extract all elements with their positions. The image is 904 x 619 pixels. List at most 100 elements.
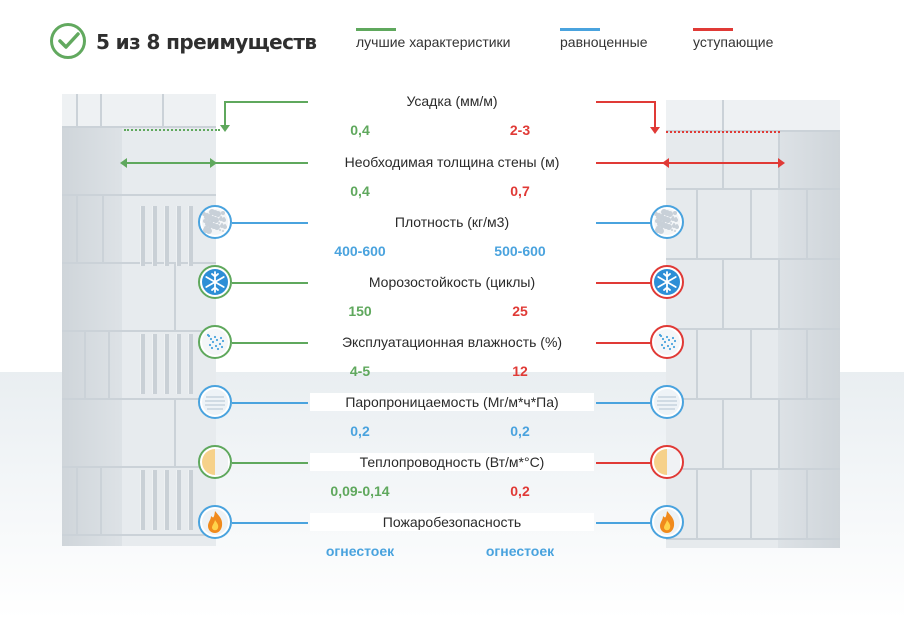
brick-joint: [722, 130, 724, 188]
arrow-right-icon: [210, 158, 217, 168]
moisture-icon: [650, 325, 684, 359]
thermal-icon: [650, 445, 684, 479]
left-connector-line: [224, 101, 308, 103]
vapor-icon: [650, 385, 684, 419]
block-joint: [100, 466, 102, 534]
grip-slot: [188, 334, 193, 394]
property-label: Плотность (кг/м3): [310, 213, 594, 231]
arrow-right-icon: [778, 158, 785, 168]
brick-joint: [666, 468, 840, 470]
brick-joint: [696, 468, 698, 538]
left-value: 0,4: [350, 183, 370, 199]
block-joint: [174, 262, 176, 330]
brick-joint: [778, 258, 780, 328]
grip-slot: [176, 470, 181, 530]
property-label: Морозостойкость (циклы): [310, 273, 594, 291]
legend-better-label: лучшие характеристики: [356, 34, 511, 50]
check-badge-icon: [50, 23, 86, 59]
arrow-down-icon: [220, 125, 230, 132]
brick-joint: [750, 328, 752, 398]
brick-joint: [666, 188, 840, 190]
arrow-down-icon: [650, 127, 660, 134]
brick-joint: [696, 328, 698, 398]
right-value: 500-600: [494, 243, 546, 259]
density-icon: [198, 205, 232, 239]
brick-joint: [722, 258, 724, 328]
aerated-block-wall: [62, 94, 216, 546]
block-joint: [62, 126, 216, 128]
legend-worse-swatch: [693, 28, 733, 31]
grip-slot: [164, 334, 169, 394]
left-connector-line: [232, 462, 308, 464]
left-value: 4-5: [349, 363, 371, 379]
legend-worse-label: уступающие: [693, 34, 774, 50]
block-joint: [62, 262, 216, 264]
grip-slot: [176, 334, 181, 394]
left-connector-line: [232, 222, 308, 224]
block-joint: [62, 534, 216, 536]
grip-slot: [140, 470, 145, 530]
block-joint: [84, 330, 86, 398]
right-thickness-line: [596, 162, 780, 164]
vapor-icon: [198, 385, 232, 419]
arrow-left-icon: [120, 158, 127, 168]
grip-slot: [188, 206, 193, 266]
block-joint: [108, 330, 110, 398]
moisture-icon: [198, 325, 232, 359]
shrinkage-mark-right: [666, 131, 780, 133]
right-value: 25: [512, 303, 528, 319]
left-value: 0,09-0,14: [330, 483, 390, 499]
block-joint: [62, 330, 216, 332]
brick-joint: [722, 100, 724, 130]
left-connector-line: [232, 342, 308, 344]
page-title: 5 из 8 преимуществ: [96, 30, 317, 54]
wall-top-face: [62, 94, 216, 126]
block-joint: [76, 94, 78, 126]
wall-side-face: [62, 94, 122, 546]
wall-side-face: [778, 100, 840, 548]
brick-joint: [778, 398, 780, 468]
brick-joint: [750, 188, 752, 258]
legend-equal-swatch: [560, 28, 600, 31]
right-connector-line: [596, 222, 652, 224]
left-connector-line: [232, 402, 308, 404]
left-value: огнестоек: [325, 543, 395, 559]
fire-icon: [198, 505, 232, 539]
property-label: Эксплуатационная влажность (%): [310, 333, 594, 351]
grip-slot: [188, 470, 193, 530]
legend-equal-label: равноценные: [560, 34, 648, 50]
block-joint: [162, 94, 164, 126]
right-value: 0,2: [510, 423, 530, 439]
brick-joint: [806, 328, 808, 398]
grip-slot: [140, 334, 145, 394]
brick-joint: [750, 468, 752, 538]
property-label: Необходимая толщина стены (м): [310, 153, 594, 171]
brick-joint: [696, 188, 698, 258]
right-connector-line: [654, 101, 656, 129]
grip-slot: [176, 206, 181, 266]
block-joint: [62, 466, 216, 468]
left-value: 0,2: [350, 423, 370, 439]
brick-joint: [666, 258, 840, 260]
left-value: 400-600: [334, 243, 386, 259]
right-connector-line: [596, 282, 652, 284]
right-connector-line: [596, 101, 656, 103]
right-value: 0,7: [510, 183, 530, 199]
brick-joint: [666, 538, 840, 540]
brick-wall: [666, 100, 840, 548]
left-connector-line: [232, 522, 308, 524]
left-value: 0,4: [350, 122, 370, 138]
snowflake-icon: [650, 265, 684, 299]
property-label: Теплопроводность (Вт/м*°C): [310, 453, 594, 471]
left-value: 150: [348, 303, 372, 319]
grip-slot: [152, 334, 157, 394]
block-joint: [76, 466, 78, 534]
property-label: Паропроницаемость (Мг/м*ч*Па): [310, 393, 594, 411]
grip-slot: [164, 470, 169, 530]
block-joint: [62, 398, 216, 400]
right-value: 0,2: [510, 483, 530, 499]
grip-slot: [152, 206, 157, 266]
density-icon: [650, 205, 684, 239]
block-joint: [62, 194, 216, 196]
shrinkage-mark-left: [124, 129, 220, 131]
